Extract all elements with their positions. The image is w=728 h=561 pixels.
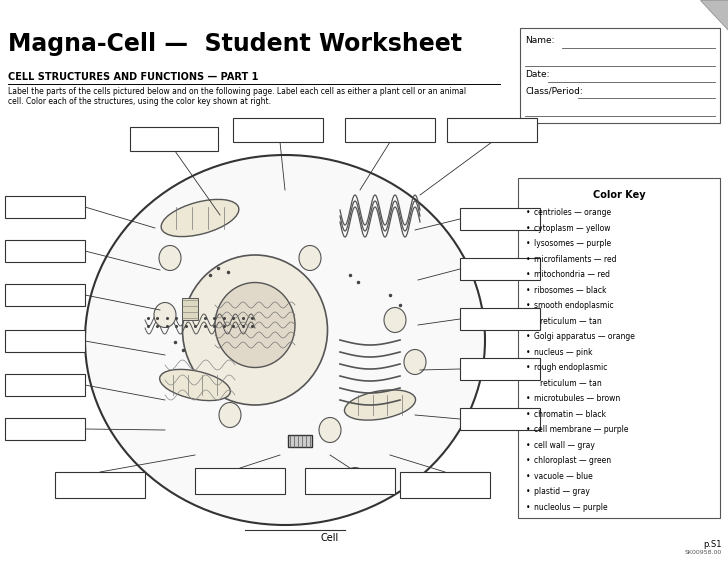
Text: cell wall — gray: cell wall — gray bbox=[534, 440, 595, 449]
Bar bbox=[5, 196, 85, 218]
Bar bbox=[5, 418, 85, 440]
Text: •: • bbox=[526, 410, 531, 419]
Ellipse shape bbox=[404, 350, 426, 375]
Bar bbox=[518, 178, 720, 518]
Ellipse shape bbox=[344, 467, 366, 493]
Ellipse shape bbox=[85, 155, 485, 525]
Bar bbox=[130, 127, 218, 151]
Ellipse shape bbox=[344, 390, 416, 420]
Text: reticulum — tan: reticulum — tan bbox=[540, 316, 602, 325]
Bar bbox=[460, 358, 540, 380]
Bar bbox=[55, 472, 145, 498]
Ellipse shape bbox=[215, 283, 295, 367]
Text: CELL STRUCTURES AND FUNCTIONS — PART 1: CELL STRUCTURES AND FUNCTIONS — PART 1 bbox=[8, 72, 258, 82]
Bar bbox=[5, 284, 85, 306]
Text: vacuole — blue: vacuole — blue bbox=[534, 471, 593, 481]
Text: microtubules — brown: microtubules — brown bbox=[534, 394, 620, 403]
Bar bbox=[400, 472, 490, 498]
Ellipse shape bbox=[159, 246, 181, 270]
Text: Date:: Date: bbox=[525, 70, 550, 79]
Text: •: • bbox=[526, 425, 531, 434]
Text: •: • bbox=[526, 440, 531, 449]
Text: ribosomes — black: ribosomes — black bbox=[534, 286, 606, 295]
Ellipse shape bbox=[154, 302, 176, 328]
Bar bbox=[447, 118, 537, 142]
Text: •: • bbox=[526, 223, 531, 232]
Text: •: • bbox=[526, 332, 531, 341]
Text: •: • bbox=[526, 301, 531, 310]
Text: •: • bbox=[526, 394, 531, 403]
Ellipse shape bbox=[159, 369, 230, 401]
Bar bbox=[195, 468, 285, 494]
Text: SK00958.00: SK00958.00 bbox=[685, 550, 722, 555]
Bar bbox=[5, 240, 85, 262]
Bar bbox=[460, 208, 540, 230]
Text: Name:: Name: bbox=[525, 36, 555, 45]
Bar bbox=[5, 330, 85, 352]
Text: reticulum — tan: reticulum — tan bbox=[540, 379, 602, 388]
Text: Golgi apparatus — orange: Golgi apparatus — orange bbox=[534, 332, 635, 341]
Bar bbox=[233, 118, 323, 142]
Ellipse shape bbox=[299, 246, 321, 270]
Bar bbox=[460, 258, 540, 280]
Bar bbox=[182, 298, 198, 320]
Text: •: • bbox=[526, 286, 531, 295]
Bar bbox=[288, 435, 312, 447]
Text: lysosomes — purple: lysosomes — purple bbox=[534, 239, 611, 248]
Text: •: • bbox=[526, 255, 531, 264]
Ellipse shape bbox=[161, 199, 239, 237]
Text: microfilaments — red: microfilaments — red bbox=[534, 255, 617, 264]
Text: •: • bbox=[526, 456, 531, 465]
Text: •: • bbox=[526, 487, 531, 496]
Text: Color Key: Color Key bbox=[593, 190, 645, 200]
Bar bbox=[305, 468, 395, 494]
Text: •: • bbox=[526, 503, 531, 512]
Text: p.S1: p.S1 bbox=[703, 540, 722, 549]
Text: plastid — gray: plastid — gray bbox=[534, 487, 590, 496]
Text: rough endoplasmic: rough endoplasmic bbox=[534, 363, 607, 372]
Text: cytoplasm — yellow: cytoplasm — yellow bbox=[534, 223, 611, 232]
Text: nucleus — pink: nucleus — pink bbox=[534, 347, 593, 356]
Text: Class/Period:: Class/Period: bbox=[525, 86, 582, 95]
Text: Cell: Cell bbox=[321, 533, 339, 543]
Bar bbox=[520, 28, 720, 123]
Bar bbox=[345, 118, 435, 142]
Text: nucleolus — purple: nucleolus — purple bbox=[534, 503, 608, 512]
Text: smooth endoplasmic: smooth endoplasmic bbox=[534, 301, 614, 310]
Text: chloroplast — green: chloroplast — green bbox=[534, 456, 611, 465]
Text: •: • bbox=[526, 270, 531, 279]
Text: Label the parts of the cells pictured below and on the following page. Label eac: Label the parts of the cells pictured be… bbox=[8, 87, 466, 107]
Text: •: • bbox=[526, 239, 531, 248]
Text: Magna-Cell —  Student Worksheet: Magna-Cell — Student Worksheet bbox=[8, 32, 462, 56]
Text: •: • bbox=[526, 471, 531, 481]
Ellipse shape bbox=[183, 255, 328, 405]
Ellipse shape bbox=[319, 417, 341, 443]
Ellipse shape bbox=[384, 307, 406, 333]
Text: •: • bbox=[526, 347, 531, 356]
Ellipse shape bbox=[219, 402, 241, 427]
Text: chromatin — black: chromatin — black bbox=[534, 410, 606, 419]
Text: •: • bbox=[526, 363, 531, 372]
Text: centrioles — orange: centrioles — orange bbox=[534, 208, 611, 217]
Bar bbox=[460, 408, 540, 430]
Bar bbox=[5, 374, 85, 396]
Polygon shape bbox=[700, 0, 728, 30]
Bar bbox=[460, 308, 540, 330]
Text: mitochondria — red: mitochondria — red bbox=[534, 270, 610, 279]
Text: cell membrane — purple: cell membrane — purple bbox=[534, 425, 628, 434]
Text: •: • bbox=[526, 208, 531, 217]
